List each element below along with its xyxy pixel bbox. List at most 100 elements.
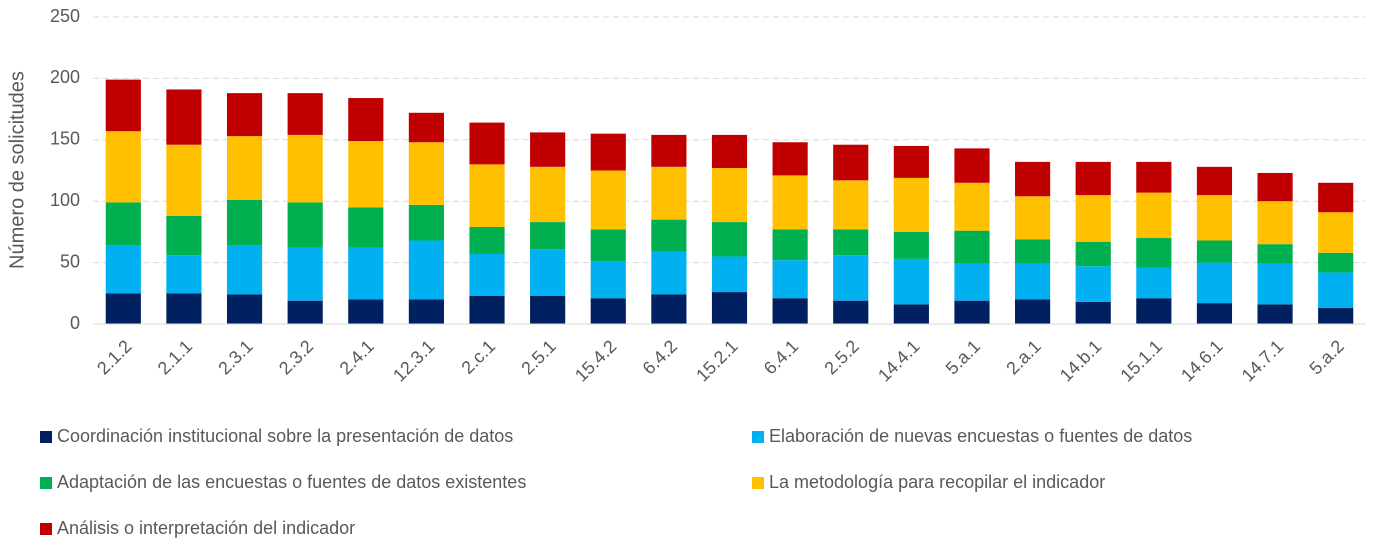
y-tick-label: 250 xyxy=(50,6,80,26)
bar-segment xyxy=(1318,308,1354,324)
legend-swatch xyxy=(40,523,52,535)
bar-segment xyxy=(469,164,505,227)
bar-segment xyxy=(1196,240,1233,263)
bar-segment xyxy=(1136,267,1172,299)
bar-segment xyxy=(1257,244,1293,264)
x-tick-label: 2.5.2 xyxy=(820,336,862,378)
bar-segment xyxy=(651,166,687,220)
bar-segment xyxy=(105,202,141,246)
legend-swatch xyxy=(40,431,52,443)
bar-segment xyxy=(530,166,566,223)
bar-segment xyxy=(408,142,444,205)
bar-segment xyxy=(954,148,990,183)
bar-segment xyxy=(287,300,323,324)
bar-segment xyxy=(1196,262,1233,304)
bar-segment xyxy=(1075,301,1111,324)
x-tick-label: 15.2.1 xyxy=(692,336,742,386)
bar-segment xyxy=(772,260,808,299)
bar-segment xyxy=(1257,304,1293,324)
bar-segment xyxy=(166,89,202,145)
legend-swatch xyxy=(40,477,52,489)
bar-segment xyxy=(166,144,202,216)
bar-segment xyxy=(1075,195,1111,242)
bar-segment xyxy=(711,134,748,169)
bar-segment xyxy=(408,204,444,241)
bar-segment xyxy=(590,229,626,262)
bar-segment xyxy=(1136,192,1172,239)
bar-segment xyxy=(833,300,869,324)
bar-segment xyxy=(1015,196,1051,240)
bar-segment xyxy=(348,247,384,300)
bar-segment xyxy=(1318,182,1354,213)
bar-segment xyxy=(1136,161,1172,193)
bar-segment xyxy=(1075,161,1111,196)
bar-segment xyxy=(772,298,808,324)
bar-segment xyxy=(1318,252,1354,273)
bar-segment xyxy=(1136,238,1172,268)
bar-segment xyxy=(1257,172,1293,202)
x-tick-label: 14.4.1 xyxy=(874,336,924,386)
x-tick-label: 6.4.2 xyxy=(639,336,681,378)
x-tick-label: 14.b.1 xyxy=(1056,336,1106,386)
bar-segment xyxy=(651,219,687,252)
bar-segment xyxy=(408,112,444,143)
x-tick-label: 15.1.1 xyxy=(1116,336,1166,386)
bar-segment xyxy=(408,299,444,324)
x-tick-label: 5.a.2 xyxy=(1305,336,1347,378)
bar-segment xyxy=(1136,298,1172,324)
bar-segment xyxy=(711,256,748,293)
bar-segment xyxy=(893,304,929,324)
bar-segment xyxy=(651,251,687,295)
bar-segment xyxy=(833,144,869,181)
bar-segment xyxy=(954,300,990,324)
bar-segment xyxy=(1015,239,1051,264)
bar-segment xyxy=(893,145,929,178)
bar-segment xyxy=(1257,201,1293,245)
bar-segment xyxy=(530,249,566,296)
bar-segment xyxy=(954,263,990,301)
bar-segment xyxy=(348,207,384,248)
bar-segment xyxy=(1015,299,1051,324)
y-tick-label: 150 xyxy=(50,129,80,149)
bar-segment xyxy=(408,240,444,300)
bar-segment xyxy=(469,226,505,255)
bar-segment xyxy=(590,298,626,324)
bar-segment xyxy=(348,98,384,142)
bar-segment xyxy=(1075,241,1111,267)
y-tick-label: 200 xyxy=(50,67,80,87)
bar-segment xyxy=(166,293,202,324)
x-tick-label: 12.3.1 xyxy=(389,336,439,386)
bar-segment xyxy=(1318,272,1354,309)
bar-segment xyxy=(226,245,263,295)
x-tick-label: 2.3.2 xyxy=(275,336,317,378)
bar-segment xyxy=(1015,263,1051,300)
bar-segment xyxy=(530,222,566,250)
bar-segment xyxy=(711,222,748,257)
y-tick-label: 100 xyxy=(50,190,80,210)
x-tick-label: 2.a.1 xyxy=(1002,336,1044,378)
bar-segment xyxy=(1196,303,1233,324)
bar-segment xyxy=(530,132,566,167)
bar-segment xyxy=(226,136,263,200)
bar-segment xyxy=(772,229,808,261)
bar-segment xyxy=(893,258,929,305)
bar-segment xyxy=(651,294,687,324)
x-tick-label: 2.5.1 xyxy=(517,336,559,378)
bar-segment xyxy=(348,299,384,324)
bar-segment xyxy=(1257,263,1293,305)
bar-segment xyxy=(711,292,748,324)
bar-segment xyxy=(105,131,141,203)
bar-segment xyxy=(469,122,505,165)
bar-segment xyxy=(590,261,626,299)
bar-segment xyxy=(772,142,808,176)
bar-segment xyxy=(166,215,202,256)
bar-segment xyxy=(590,170,626,230)
x-tick-label: 14.7.1 xyxy=(1238,336,1288,386)
bar-segment xyxy=(833,180,869,230)
bar-segment xyxy=(893,177,929,232)
bar-segment xyxy=(469,254,505,296)
bar-segment xyxy=(105,245,141,294)
bar-segment xyxy=(590,133,626,171)
bar-segment xyxy=(226,199,263,246)
bar-segment xyxy=(530,295,566,324)
